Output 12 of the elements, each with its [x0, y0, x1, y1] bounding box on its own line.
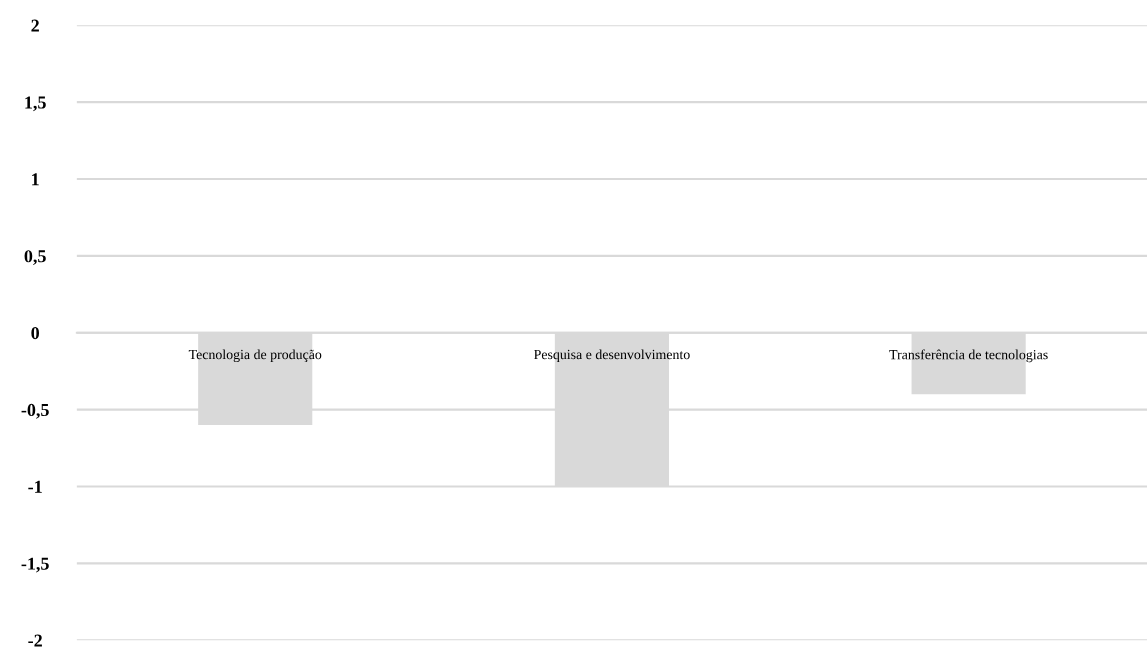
x-tick-label: Pesquisa e desenvolvimento [534, 349, 690, 363]
y-tick-label: 0 [31, 327, 40, 340]
y-tick-label: 0,5 [24, 250, 46, 265]
y-tick-label: 2 [31, 19, 39, 32]
y-tick-label: 1,5 [25, 96, 46, 112]
y-tick-label: -0,5 [21, 403, 49, 419]
x-tick-label: Transferência de tecnologias [889, 349, 1048, 363]
y-tick-label: -1 [28, 480, 42, 493]
y-tick-label: -1,5 [21, 557, 49, 573]
y-tick-label: 1 [32, 173, 39, 186]
x-tick-label: Tecnologia de produção [188, 349, 322, 363]
y-tick-label: -2 [28, 634, 42, 647]
